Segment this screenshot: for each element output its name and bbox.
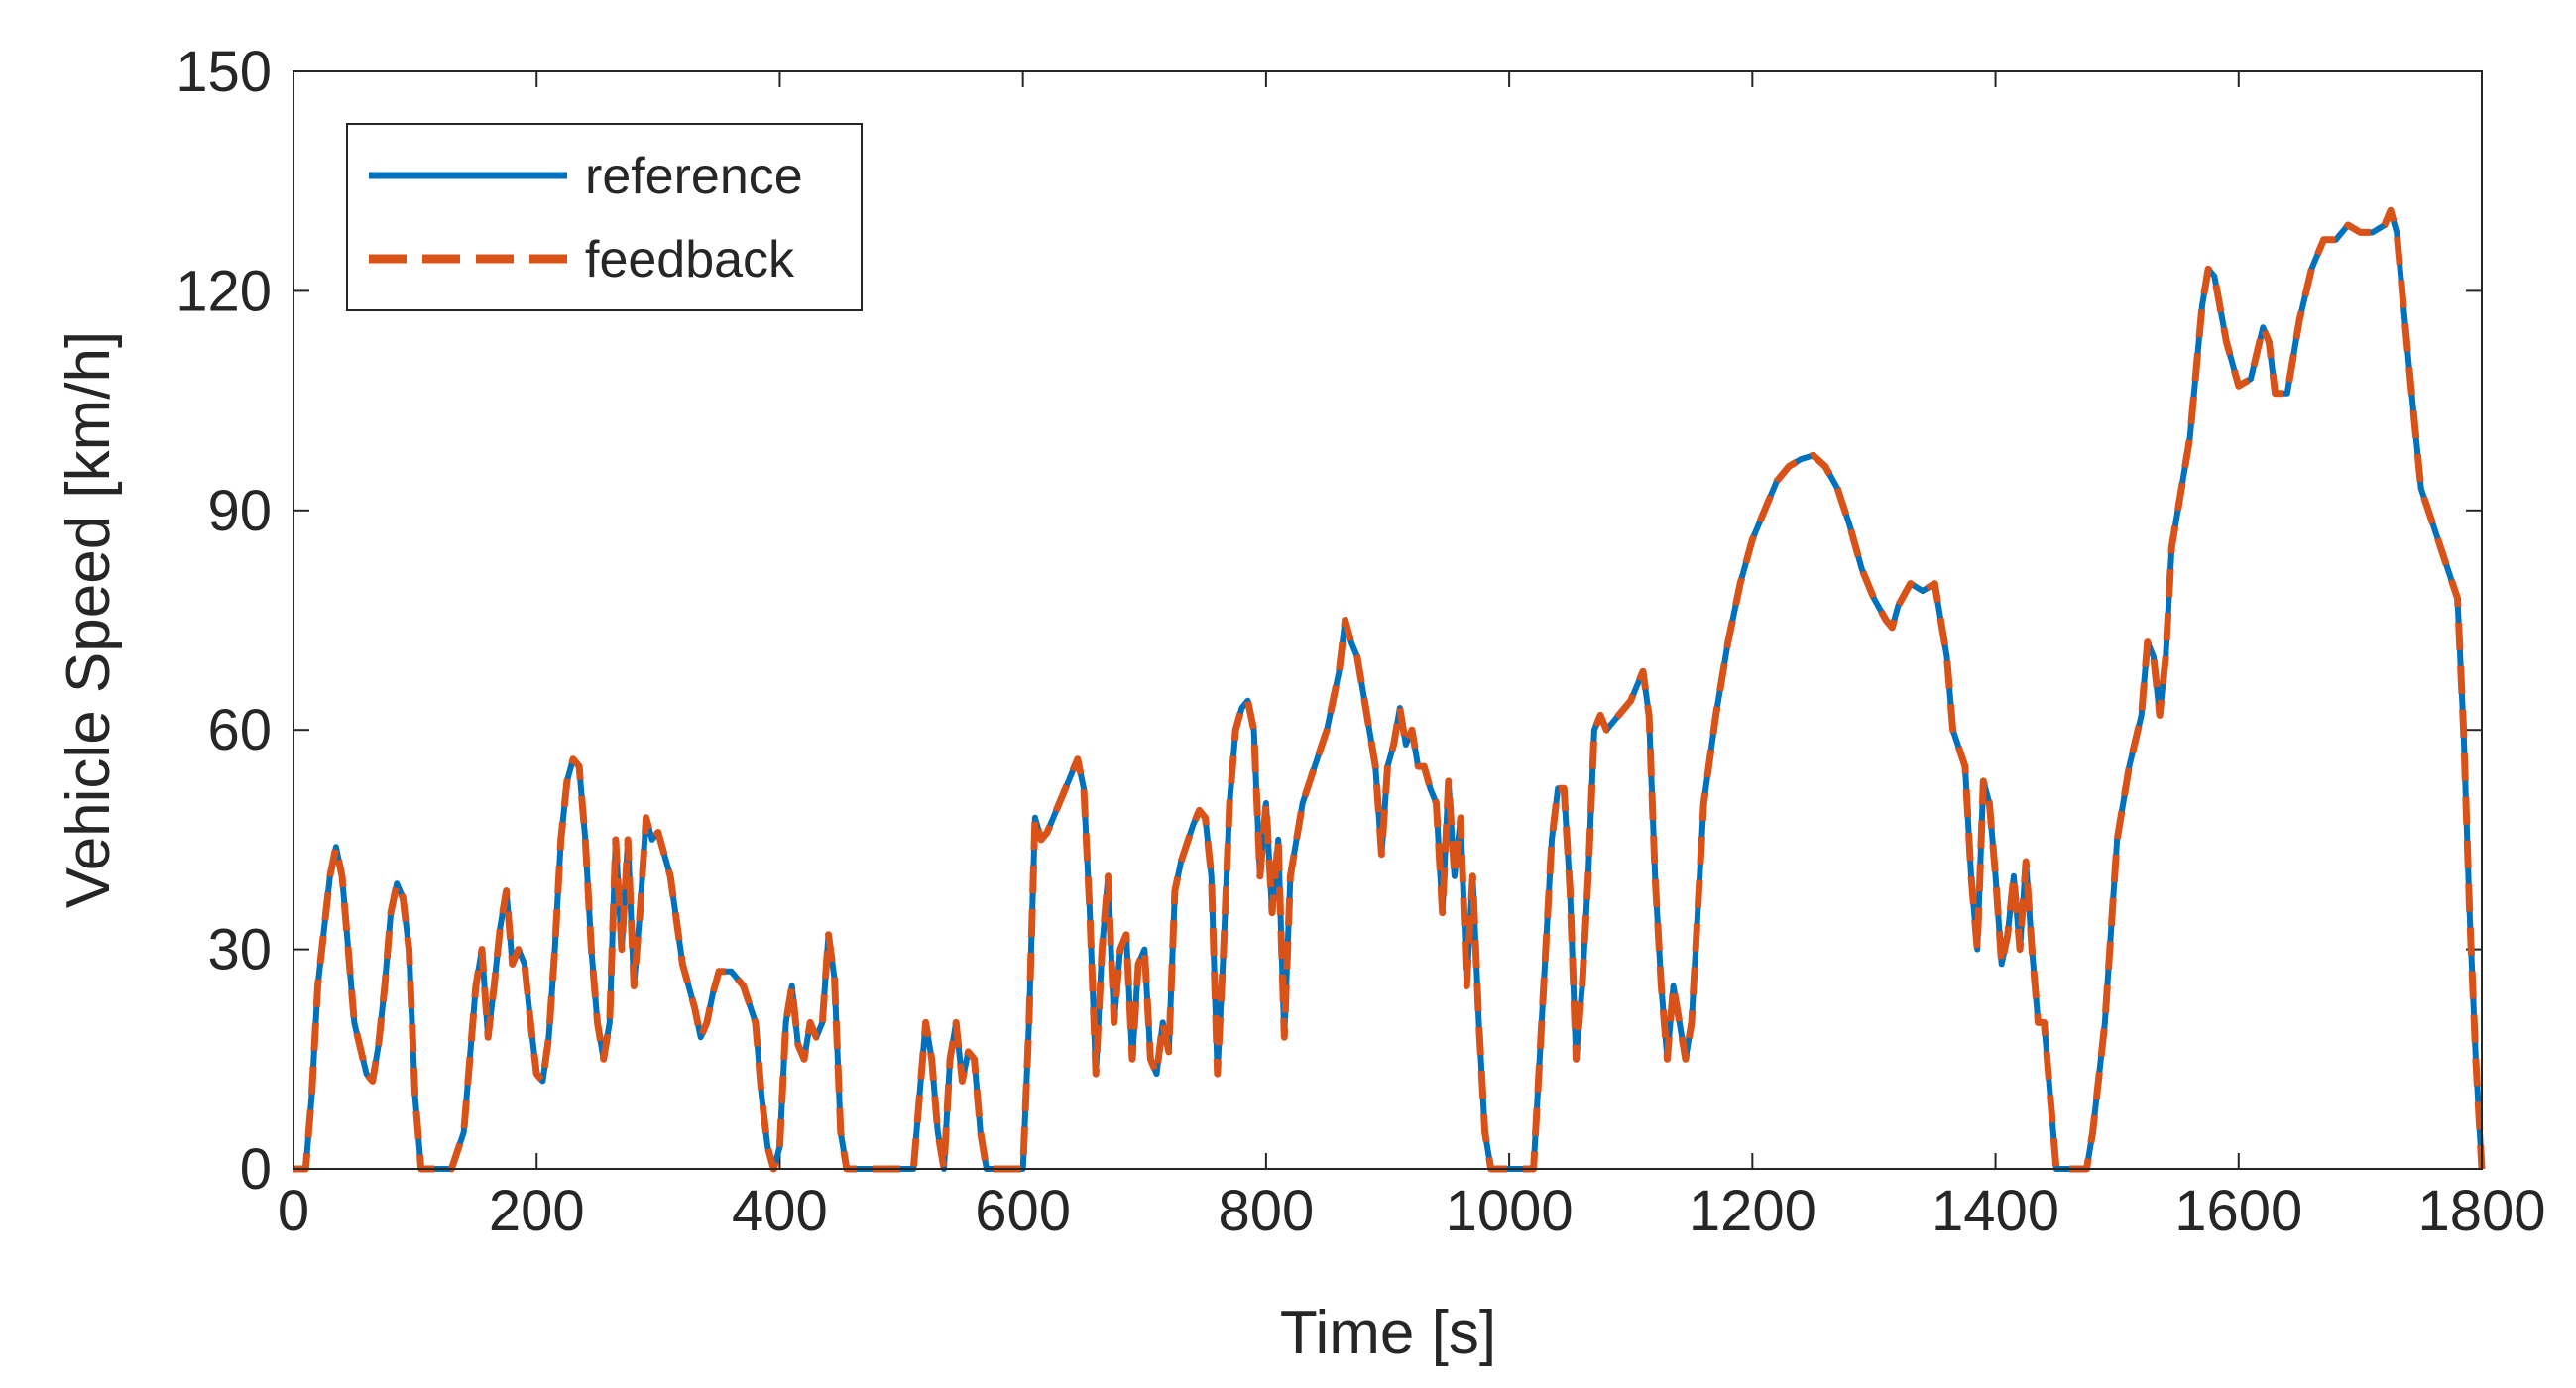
- legend-box: [346, 123, 863, 311]
- x-tick-label: 200: [489, 1179, 585, 1243]
- x-axis-label: Time [s]: [1280, 1299, 1496, 1367]
- x-tick-label: 1800: [2417, 1179, 2545, 1243]
- y-tick-label: 0: [240, 1137, 272, 1202]
- y-tick-label: 30: [207, 918, 272, 983]
- legend-label: feedback: [585, 231, 795, 289]
- x-tick-label: 400: [732, 1179, 828, 1243]
- y-axis-label: Vehicle Speed [km/h]: [55, 331, 123, 908]
- x-tick-label: 1000: [1446, 1179, 1574, 1243]
- y-tick-label: 150: [176, 40, 272, 104]
- y-tick-label: 120: [176, 259, 272, 323]
- y-tick-label: 60: [207, 698, 272, 762]
- x-tick-label: 600: [975, 1179, 1071, 1243]
- x-tick-label: 1200: [1689, 1179, 1816, 1243]
- legend-label: reference: [585, 148, 803, 205]
- x-tick-label: 1600: [2174, 1179, 2302, 1243]
- series-line: [293, 206, 2486, 1173]
- plot-frame: [293, 70, 2483, 1170]
- x-tick-label: 1400: [1932, 1179, 2059, 1243]
- x-tick-label: 800: [1218, 1179, 1314, 1243]
- y-tick-label: 90: [207, 479, 272, 543]
- x-tick-label: 0: [278, 1179, 309, 1243]
